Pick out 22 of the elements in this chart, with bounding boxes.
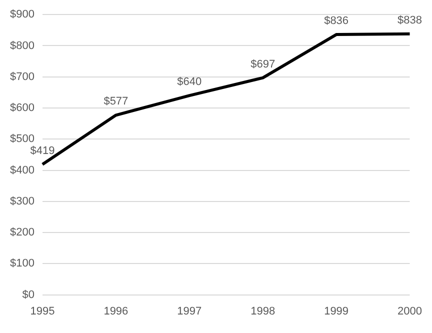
y-tick-label: $0 (22, 288, 34, 301)
x-tick-label: 1995 (30, 305, 55, 318)
y-tick-label: $400 (10, 164, 34, 176)
y-tick-label: $800 (10, 40, 34, 52)
x-tick-label: 1999 (324, 305, 349, 318)
y-tick-label: $300 (10, 195, 34, 208)
y-tick-label: $100 (10, 258, 34, 270)
data-label: $577 (104, 96, 128, 108)
data-label: $836 (324, 15, 349, 28)
y-tick-label: $700 (10, 70, 34, 83)
data-label: $838 (398, 14, 422, 26)
data-label: $419 (30, 144, 55, 157)
data-label: $697 (250, 58, 276, 70)
data-label: $640 (177, 76, 202, 88)
y-tick-label: $600 (10, 102, 34, 114)
x-tick-label: 2000 (398, 305, 422, 318)
y-tick-label: $900 (10, 8, 34, 21)
x-tick-label: 1997 (177, 305, 202, 318)
x-tick-label: 1998 (250, 305, 276, 318)
y-tick-label: $200 (10, 226, 34, 239)
x-tick-label: 1996 (104, 305, 128, 318)
y-tick-label: $500 (10, 133, 34, 146)
